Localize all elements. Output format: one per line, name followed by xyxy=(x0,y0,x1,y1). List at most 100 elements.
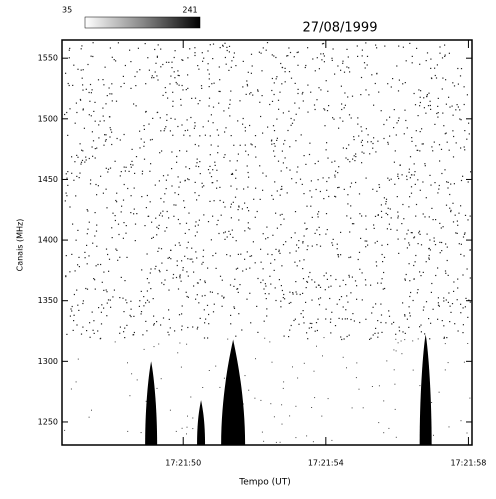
noise-dot xyxy=(153,346,155,348)
noise-dot xyxy=(105,167,107,169)
noise-dot xyxy=(228,107,230,109)
noise-dot xyxy=(208,105,210,107)
noise-dot xyxy=(189,135,191,137)
noise-dot xyxy=(289,146,291,148)
noise-dot xyxy=(317,213,319,215)
noise-dot xyxy=(228,51,230,53)
noise-dot xyxy=(385,203,387,205)
noise-dot xyxy=(155,265,157,267)
noise-dot xyxy=(430,291,432,293)
noise-dot xyxy=(177,193,180,196)
noise-dot xyxy=(271,143,273,145)
noise-dot xyxy=(306,205,308,207)
noise-dot xyxy=(393,321,395,323)
noise-dot xyxy=(462,324,464,326)
noise-dot xyxy=(348,114,351,116)
noise-dot xyxy=(279,252,281,254)
noise-dot xyxy=(338,166,340,168)
noise-dot xyxy=(148,301,150,303)
noise-dot xyxy=(237,120,239,122)
noise-dot xyxy=(174,50,176,52)
noise-dot xyxy=(87,228,89,230)
noise-dot xyxy=(215,252,217,254)
noise-dot xyxy=(150,288,152,290)
noise-dot xyxy=(151,75,153,77)
noise-dot xyxy=(208,313,210,316)
noise-dot xyxy=(323,55,325,57)
noise-dot xyxy=(328,177,330,179)
noise-dot xyxy=(153,323,155,325)
noise-dot xyxy=(290,77,293,79)
noise-dot xyxy=(252,241,254,243)
noise-dot xyxy=(323,42,325,45)
noise-dot xyxy=(469,277,471,279)
noise-dot xyxy=(209,135,211,137)
noise-dot xyxy=(149,272,151,274)
noise-dot xyxy=(105,139,107,141)
noise-dot xyxy=(235,65,237,67)
noise-dot xyxy=(224,206,226,208)
noise-dot xyxy=(157,79,159,81)
noise-dot xyxy=(399,164,401,166)
noise-dot xyxy=(198,219,200,221)
noise-dot xyxy=(324,125,326,127)
noise-dot xyxy=(400,340,402,342)
noise-dot xyxy=(303,362,305,364)
noise-dot xyxy=(416,292,418,294)
noise-dot xyxy=(429,249,431,251)
noise-dot xyxy=(187,275,189,277)
noise-dot xyxy=(298,247,300,249)
noise-dot xyxy=(375,44,377,46)
noise-dot xyxy=(248,210,250,212)
noise-dot xyxy=(216,224,218,226)
noise-dot xyxy=(292,293,294,295)
noise-dot xyxy=(456,104,458,106)
noise-dot xyxy=(353,320,355,322)
noise-dot xyxy=(349,231,351,233)
noise-dot xyxy=(314,163,316,165)
noise-dot xyxy=(287,55,289,57)
noise-dot xyxy=(180,280,182,282)
noise-dot xyxy=(207,69,209,71)
noise-dot xyxy=(247,227,249,229)
noise-dot xyxy=(282,244,285,246)
noise-dot xyxy=(331,439,333,441)
noise-dot xyxy=(219,275,222,277)
noise-dot xyxy=(210,239,212,241)
noise-dot xyxy=(109,47,111,49)
noise-dot xyxy=(280,285,282,287)
noise-dot xyxy=(145,111,147,113)
noise-dot xyxy=(358,251,361,253)
noise-dot xyxy=(248,176,250,178)
noise-dot xyxy=(76,289,78,291)
noise-dot xyxy=(410,291,412,294)
noise-dot xyxy=(94,101,96,103)
noise-dot xyxy=(204,134,206,136)
noise-dot xyxy=(328,195,330,198)
noise-dot xyxy=(97,263,99,266)
noise-dot xyxy=(194,54,196,57)
noise-dot xyxy=(219,186,221,188)
noise-dot xyxy=(262,132,264,134)
noise-dot xyxy=(151,138,153,141)
noise-dot xyxy=(196,257,198,259)
noise-dot xyxy=(232,173,234,175)
noise-dot xyxy=(89,336,91,338)
noise-dot xyxy=(447,187,449,189)
noise-dot xyxy=(302,91,304,94)
noise-dot xyxy=(455,109,457,111)
noise-dot xyxy=(430,77,433,79)
noise-dot xyxy=(218,90,220,92)
noise-dot xyxy=(86,263,88,265)
noise-dot xyxy=(446,337,448,339)
noise-dot xyxy=(65,276,67,278)
noise-dot xyxy=(247,171,249,174)
noise-dot xyxy=(133,103,135,105)
noise-dot xyxy=(345,309,347,311)
noise-dot xyxy=(229,233,231,235)
noise-dot xyxy=(96,147,98,149)
noise-dot xyxy=(198,302,200,304)
noise-dot xyxy=(145,400,147,402)
noise-dot xyxy=(235,169,237,171)
noise-dot xyxy=(199,161,201,163)
